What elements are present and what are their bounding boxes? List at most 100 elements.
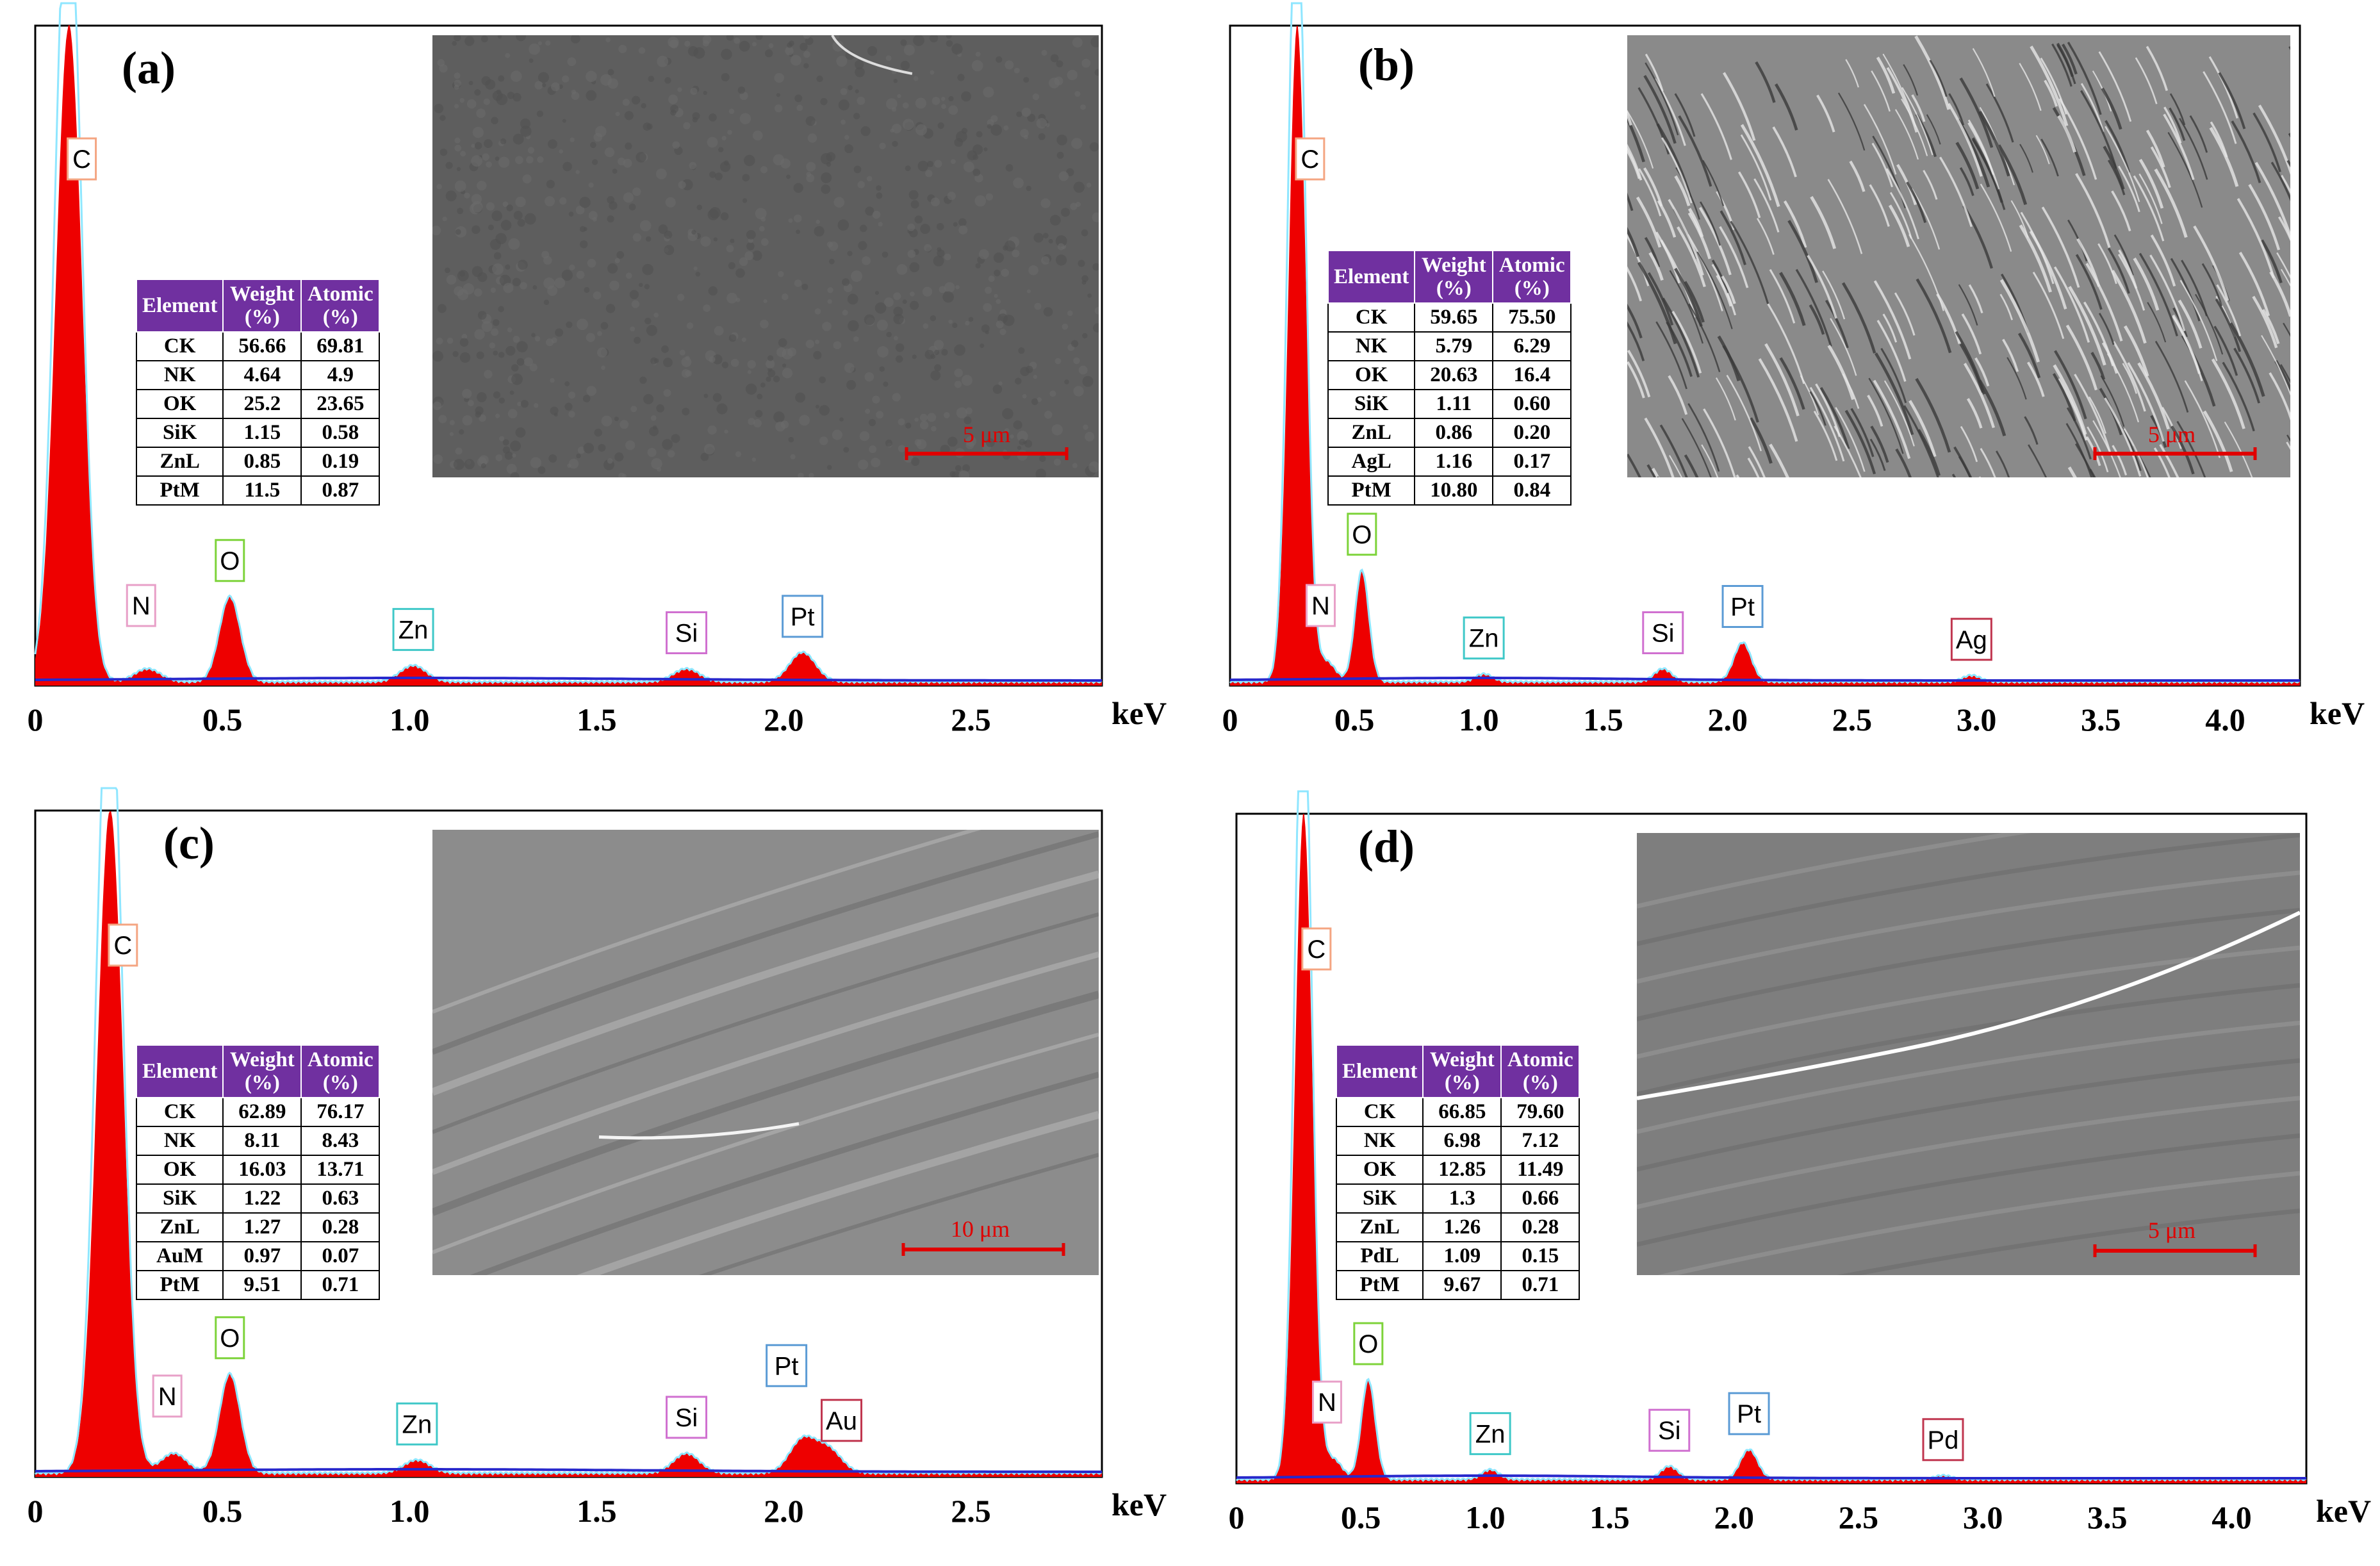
x-tick-label: 2.5 bbox=[1839, 1499, 1879, 1535]
x-axis-label: keV bbox=[2310, 695, 2365, 731]
x-tick-label: 4.0 bbox=[2212, 1499, 2252, 1535]
svg-text:N: N bbox=[1318, 1389, 1336, 1417]
table-row: PtM 9.67 0.71 bbox=[1335, 1270, 1580, 1300]
x-tick-label: 4.0 bbox=[2205, 702, 2245, 738]
peak-label-si: Si bbox=[666, 611, 708, 654]
table-cell: PtM bbox=[135, 475, 224, 506]
table-cell: 25.2 bbox=[222, 389, 302, 419]
svg-text:Pt: Pt bbox=[1737, 1400, 1761, 1428]
panel-label: (c) bbox=[163, 818, 215, 869]
peak-label-si: Si bbox=[666, 1396, 708, 1439]
table-cell: 1.26 bbox=[1422, 1212, 1502, 1242]
x-tick-label: 2.0 bbox=[1707, 702, 1748, 738]
peak-label-ag: Ag bbox=[1950, 618, 1992, 661]
x-tick-label: 0.5 bbox=[202, 702, 243, 738]
table-cell: PtM bbox=[1327, 475, 1416, 506]
table-row: NK 6.98 7.12 bbox=[1335, 1126, 1580, 1156]
x-tick-label: 0 bbox=[28, 702, 44, 738]
table-row: CK 62.89 76.17 bbox=[135, 1097, 381, 1127]
table-cell: NK bbox=[1335, 1126, 1424, 1156]
table-cell: CK bbox=[135, 1097, 224, 1127]
svg-text:Zn: Zn bbox=[1475, 1420, 1506, 1448]
table-cell: 0.71 bbox=[1500, 1270, 1580, 1300]
table-cell: AgL bbox=[1327, 447, 1416, 477]
composition-table: Element Weight (%) Atomic (%) CK 62.89 76.17 NK 8… bbox=[135, 1044, 381, 1300]
peak-label-n: N bbox=[152, 1374, 183, 1418]
composition-table: Element Weight (%) Atomic (%) CK 59.65 75.50 NK 5… bbox=[1327, 250, 1572, 506]
table-cell: 6.29 bbox=[1492, 331, 1572, 361]
svg-text:Si: Si bbox=[675, 1404, 698, 1432]
table-header-cell: Weight (%) bbox=[1414, 250, 1494, 304]
svg-text:Pt: Pt bbox=[775, 1352, 799, 1380]
table-cell: CK bbox=[1327, 302, 1416, 333]
table-cell: AuM bbox=[135, 1241, 224, 1271]
x-axis-label: keV bbox=[2316, 1493, 2371, 1529]
peak-label-pt: Pt bbox=[766, 1344, 808, 1387]
table-cell: 12.85 bbox=[1422, 1155, 1502, 1185]
peak-label-n: N bbox=[1305, 584, 1336, 627]
table-cell: 0.63 bbox=[300, 1183, 381, 1214]
peak-label-si: Si bbox=[1642, 611, 1684, 654]
table-cell: 4.9 bbox=[300, 360, 381, 390]
table-cell: SiK bbox=[135, 418, 224, 448]
x-tick-label: 1.0 bbox=[1459, 702, 1499, 738]
table-cell: 8.11 bbox=[222, 1126, 302, 1156]
table-cell: 0.60 bbox=[1492, 389, 1572, 419]
x-tick-label: 3.5 bbox=[2087, 1499, 2128, 1535]
peak-label-o: O bbox=[215, 1316, 245, 1360]
table-row: ZnL 0.86 0.20 bbox=[1327, 418, 1572, 448]
svg-text:Si: Si bbox=[675, 620, 698, 648]
svg-text:O: O bbox=[220, 1324, 240, 1353]
table-cell: 6.98 bbox=[1422, 1126, 1502, 1156]
svg-text:N: N bbox=[158, 1383, 177, 1411]
sem-micrograph bbox=[432, 830, 1099, 1275]
table-cell: 75.50 bbox=[1492, 302, 1572, 333]
table-cell: 1.22 bbox=[222, 1183, 302, 1214]
table-cell: 0.28 bbox=[1500, 1212, 1580, 1242]
table-cell: ZnL bbox=[135, 1212, 224, 1242]
table-cell: 0.17 bbox=[1492, 447, 1572, 477]
table-row: NK 4.64 4.9 bbox=[135, 360, 381, 390]
peak-label-au: Au bbox=[821, 1399, 863, 1442]
table-cell: CK bbox=[1335, 1097, 1424, 1127]
svg-text:Si: Si bbox=[1652, 620, 1675, 648]
table-cell: 1.27 bbox=[222, 1212, 302, 1242]
table-row: PdL 1.09 0.15 bbox=[1335, 1241, 1580, 1271]
table-cell: NK bbox=[135, 360, 224, 390]
table-cell: 0.20 bbox=[1492, 418, 1572, 448]
table-cell: 16.4 bbox=[1492, 360, 1572, 390]
table-row: SiK 1.3 0.66 bbox=[1335, 1183, 1580, 1214]
table-header-cell: Weight (%) bbox=[1422, 1044, 1502, 1098]
peak-label-pt: Pt bbox=[1728, 1392, 1770, 1435]
x-axis-label: keV bbox=[1112, 1487, 1167, 1522]
peak-label-pt: Pt bbox=[782, 595, 824, 638]
table-cell: 1.15 bbox=[222, 418, 302, 448]
table-row: OK 12.85 11.49 bbox=[1335, 1155, 1580, 1185]
table-cell: PtM bbox=[1335, 1270, 1424, 1300]
peak-label-c: C bbox=[1295, 137, 1325, 181]
x-tick-label: 0 bbox=[1229, 1499, 1245, 1535]
svg-text:C: C bbox=[1301, 145, 1319, 174]
x-tick-label: 1.5 bbox=[577, 1493, 617, 1529]
table-cell: 1.16 bbox=[1414, 447, 1494, 477]
x-tick-label: 2.0 bbox=[764, 702, 804, 738]
table-cell: 1.3 bbox=[1422, 1183, 1502, 1214]
table-header-cell: Atomic (%) bbox=[300, 1044, 381, 1098]
table-cell: NK bbox=[1327, 331, 1416, 361]
table-cell: SiK bbox=[135, 1183, 224, 1214]
peak-label-zn: Zn bbox=[1463, 616, 1505, 660]
table-cell: 1.09 bbox=[1422, 1241, 1502, 1271]
x-tick-label: 1.0 bbox=[390, 702, 430, 738]
table-cell: PtM bbox=[135, 1270, 224, 1300]
table-cell: PdL bbox=[1335, 1241, 1424, 1271]
x-tick-label: 2.5 bbox=[951, 1493, 991, 1529]
peak-label-si: Si bbox=[1648, 1408, 1691, 1452]
panel-label: (b) bbox=[1358, 39, 1415, 90]
table-cell: 9.51 bbox=[222, 1270, 302, 1300]
table-cell: 1.11 bbox=[1414, 389, 1494, 419]
table-cell: 0.15 bbox=[1500, 1241, 1580, 1271]
table-cell: 20.63 bbox=[1414, 360, 1494, 390]
peak-label-pd: Pd bbox=[1922, 1418, 1964, 1462]
x-tick-label: 1.5 bbox=[577, 702, 617, 738]
table-row: ZnL 1.26 0.28 bbox=[1335, 1212, 1580, 1242]
